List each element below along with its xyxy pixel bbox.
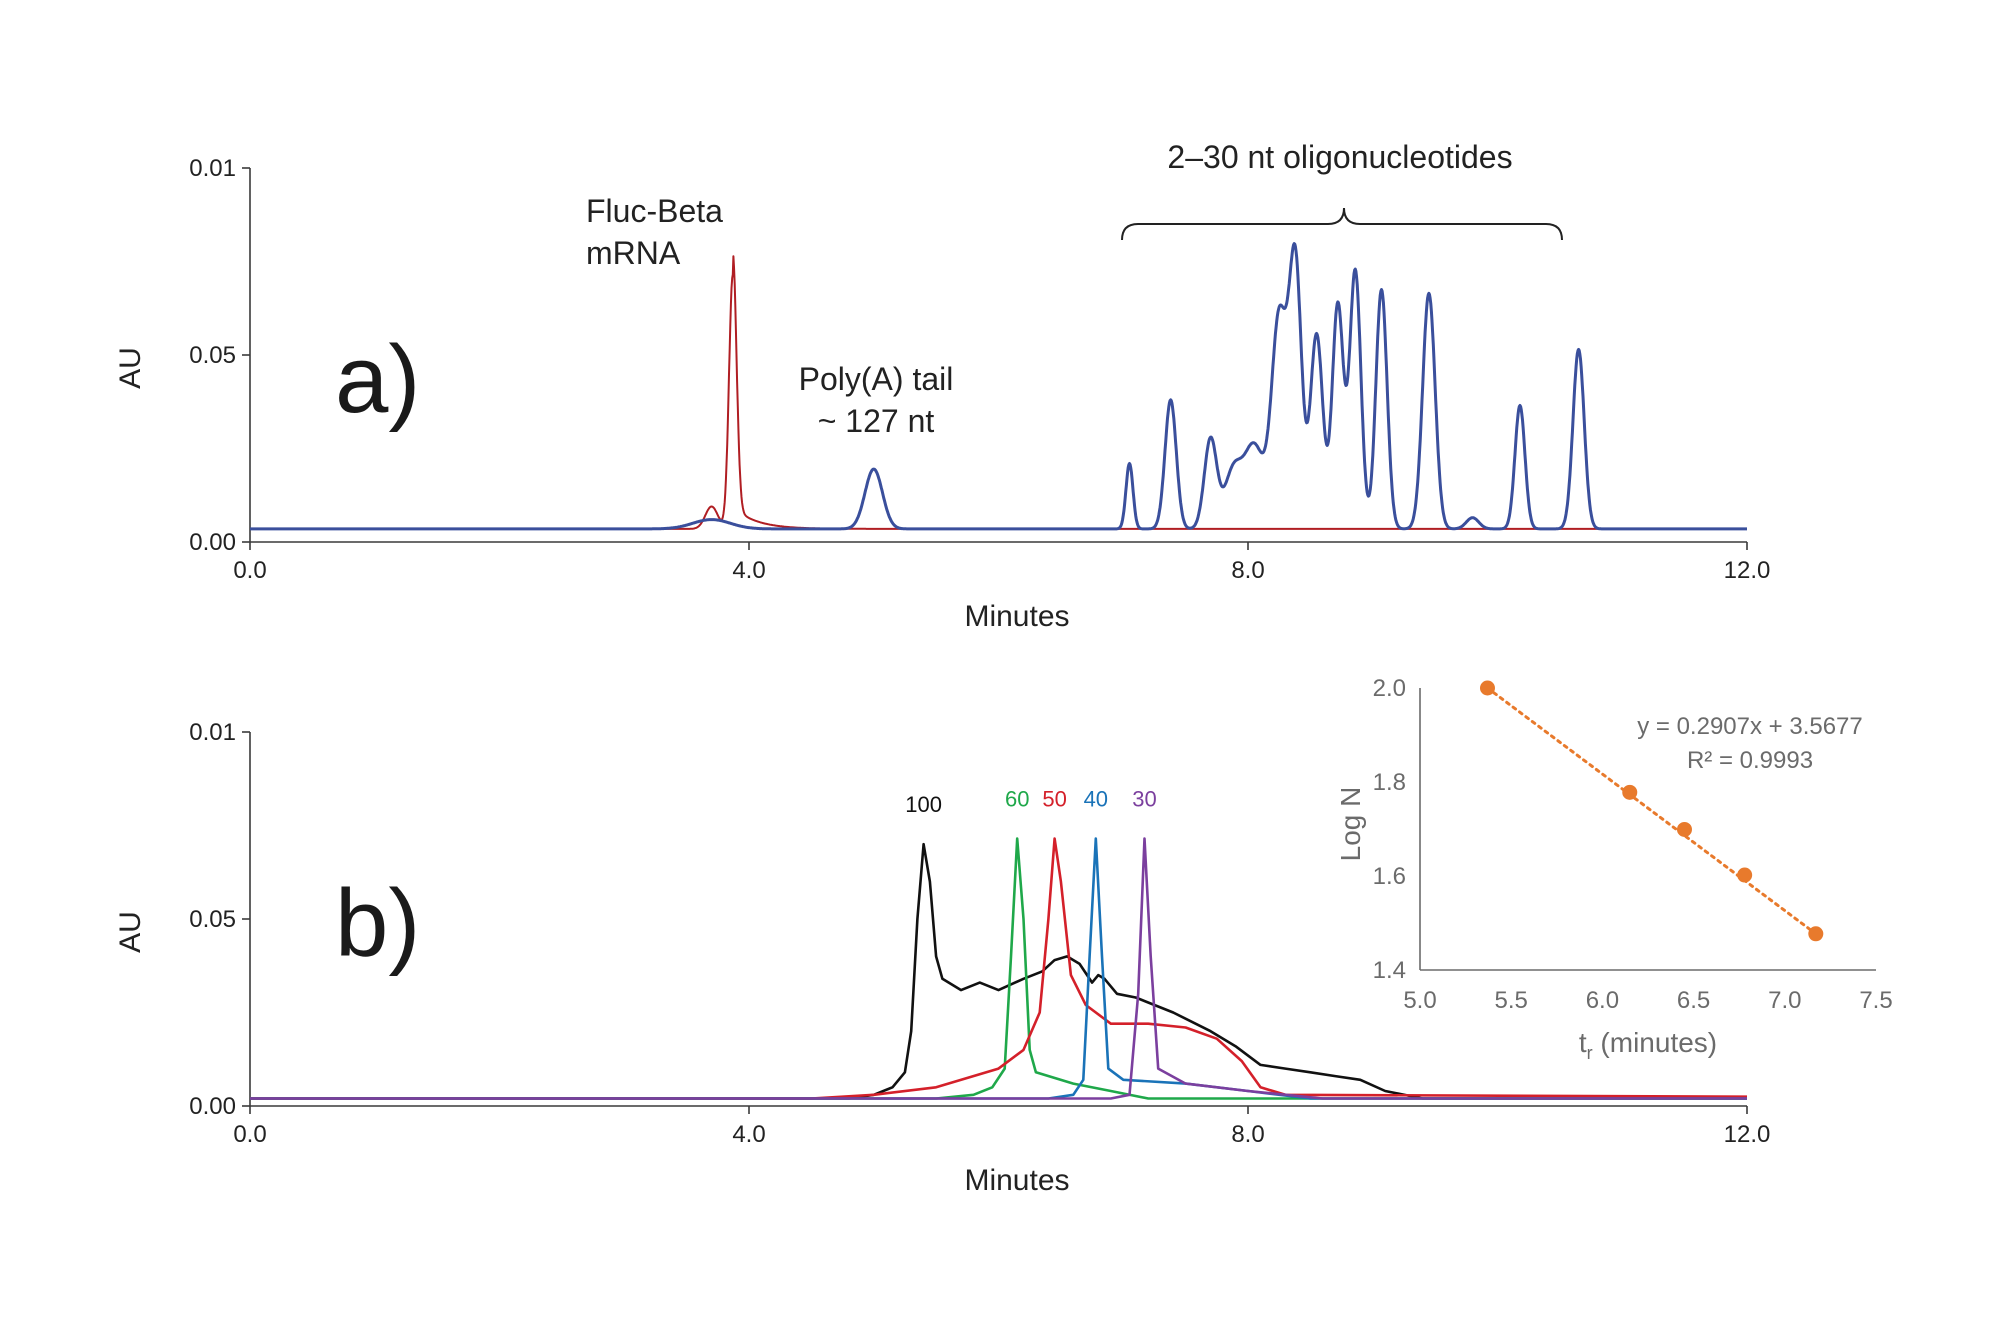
panel-b-y-tick-label: 0.00: [189, 1093, 236, 1120]
series-60-label: 60: [1005, 787, 1029, 812]
series-100-line: [250, 842, 1747, 1100]
inset-chart: Log N tr (minutes) y = 0.2907x + 3.5677 …: [1335, 675, 1893, 1063]
panel-a-label: a): [335, 326, 420, 433]
panel-b-x-tick-label: 0.0: [233, 1121, 266, 1148]
inset-data-point: [1808, 926, 1824, 942]
panel-a-x-tick-label: 12.0: [1724, 557, 1771, 584]
polya-annotation-line2: ~ 127 nt: [818, 403, 935, 439]
series-30-line: [250, 837, 1747, 1100]
inset-r-squared: R² = 0.9993: [1687, 747, 1813, 774]
inset-y-tick-label: 1.8: [1373, 769, 1406, 796]
panel-a-y-tick-label: 0.01: [189, 155, 236, 182]
oligos-annotation: 2–30 nt oligonucleotides: [1167, 139, 1512, 175]
inset-data-point: [1737, 867, 1753, 883]
inset-y-tick-label: 2.0: [1373, 675, 1406, 702]
panel-b-x-tick-label: 8.0: [1231, 1121, 1264, 1148]
panel-a-x-tick-label: 8.0: [1231, 557, 1264, 584]
series-40-label: 40: [1084, 787, 1108, 812]
panel-a-y-tick-label: 0.05: [189, 342, 236, 369]
inset-data-point: [1479, 680, 1495, 696]
panel-b-chart: b) Minutes AU 0.0 4.0 8.0 12.0 0.00 0.05 0.01 1…: [114, 719, 1770, 1197]
series-30-label: 30: [1132, 787, 1156, 812]
inset-y-tick-label: 1.6: [1373, 863, 1406, 890]
inset-x-tick-label: 5.0: [1403, 987, 1436, 1014]
oligos-brace: [1121, 207, 1563, 241]
inset-x-tick-label: 6.5: [1677, 987, 1710, 1014]
inset-x-tick-label: 7.5: [1859, 987, 1892, 1014]
mrna-annotation-line1: Fluc-Beta: [586, 193, 723, 229]
inset-equation: y = 0.2907x + 3.5677: [1637, 713, 1863, 740]
panel-a-y-label: AU: [114, 347, 147, 389]
series-50-label: 50: [1042, 787, 1066, 812]
inset-x-tick-label: 5.5: [1495, 987, 1528, 1014]
inset-trendline: [1485, 686, 1818, 936]
mrna-annotation-line2: mRNA: [586, 235, 681, 271]
panel-b-x-tick-label: 4.0: [732, 1121, 765, 1148]
series-40-line: [250, 837, 1747, 1100]
series-60-line: [250, 837, 1747, 1100]
panel-b-y-tick-label: 0.05: [189, 906, 236, 933]
panel-b-x-tick-label: 12.0: [1724, 1121, 1771, 1148]
panel-a-y-tick-label: 0.00: [189, 529, 236, 556]
inset-y-tick-label: 1.4: [1373, 957, 1406, 984]
panel-b-x-label: Minutes: [964, 1164, 1069, 1197]
inset-data-point: [1676, 821, 1692, 837]
inset-x-tick-label: 7.0: [1768, 987, 1801, 1014]
series-100-label: 100: [905, 792, 942, 817]
inset-x-label: tr (minutes): [1579, 1027, 1717, 1063]
series-mrna-line: [249, 255, 1748, 530]
series-oligo-line: [249, 242, 1748, 531]
panel-b-label: b): [335, 870, 420, 977]
inset-data-point: [1622, 784, 1638, 800]
panel-b-y-tick-label: 0.01: [189, 719, 236, 746]
panel-a-x-label: Minutes: [964, 600, 1069, 633]
panel-a-x-tick-label: 4.0: [732, 557, 765, 584]
series-50-line: [250, 837, 1748, 1100]
panel-a-chart: a) Minutes AU Fluc-Beta mRNA Poly(A) tai…: [114, 139, 1770, 633]
panel-b-y-label: AU: [114, 911, 147, 953]
inset-x-tick-label: 6.0: [1586, 987, 1619, 1014]
panel-a-x-tick-label: 0.0: [233, 557, 266, 584]
inset-y-label: Log N: [1335, 787, 1366, 862]
polya-annotation-line1: Poly(A) tail: [799, 361, 954, 397]
